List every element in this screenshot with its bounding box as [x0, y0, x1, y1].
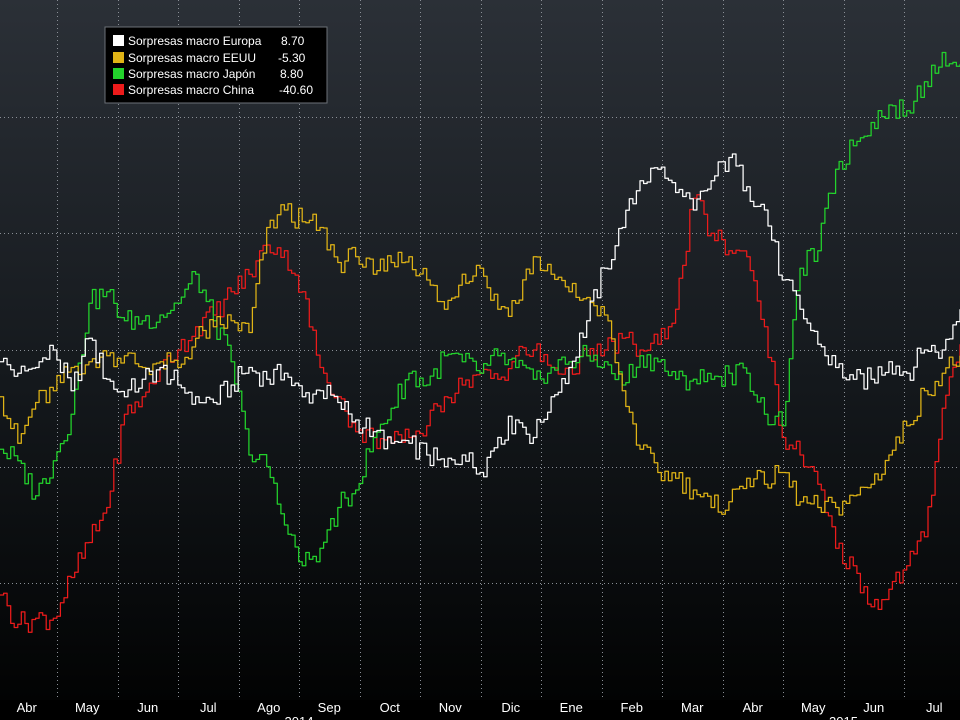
legend-value-china: -40.60 [279, 83, 313, 97]
x-tick-label: Ene [560, 700, 583, 715]
x-tick-label: Mar [681, 700, 704, 715]
legend-label-europa: Sorpresas macro Europa [128, 34, 262, 48]
x-tick-label: Ago [257, 700, 280, 715]
legend-entry-japon: Sorpresas macro Japón 8.80 [113, 67, 304, 81]
x-year-label: 2014 [285, 714, 314, 720]
x-tick-label: Nov [439, 700, 463, 715]
series-lines [0, 51, 960, 633]
legend: Sorpresas macro Europa 8.70 Sorpresas ma… [104, 26, 328, 104]
x-tick-label: Jun [137, 700, 158, 715]
x-tick-label: May [75, 700, 100, 715]
x-tick-label: Jun [863, 700, 884, 715]
legend-value-eeuu: -5.30 [278, 51, 306, 65]
series-line-europa [0, 153, 960, 478]
legend-entry-eeuu: Sorpresas macro EEUU -5.30 [113, 51, 306, 65]
x-axis: Abr May Jun Jul Ago Sep Oct Nov Dic Ene Feb Mar Abr M… [17, 700, 943, 720]
x-year-label: 2015 [829, 714, 858, 720]
legend-swatch-china [113, 84, 124, 95]
x-tick-label: Abr [17, 700, 38, 715]
x-tick-label: Abr [743, 700, 764, 715]
legend-label-china: Sorpresas macro China [128, 83, 254, 97]
legend-swatch-eeuu [113, 52, 124, 63]
x-tick-label: Dic [501, 700, 520, 715]
legend-swatch-japon [113, 68, 124, 79]
axis-strip [0, 700, 960, 720]
legend-box [104, 26, 328, 104]
x-tick-label: Oct [380, 700, 401, 715]
legend-label-japon: Sorpresas macro Japón [128, 67, 255, 81]
x-tick-label: Feb [621, 700, 643, 715]
x-tick-label: May [801, 700, 826, 715]
x-tick-label: Jul [926, 700, 943, 715]
series-line-eeuu [0, 203, 960, 516]
x-tick-label: Sep [318, 700, 341, 715]
legend-swatch-europa [113, 35, 124, 46]
legend-entry-china: Sorpresas macro China -40.60 [113, 83, 313, 97]
legend-label-eeuu: Sorpresas macro EEUU [128, 51, 256, 65]
grid-lines [0, 0, 960, 700]
legend-value-europa: 8.70 [281, 34, 305, 48]
x-tick-label: Jul [200, 700, 217, 715]
legend-entry-europa: Sorpresas macro Europa 8.70 [113, 34, 305, 48]
legend-value-japon: 8.80 [280, 67, 304, 81]
series-line-japon [0, 51, 960, 567]
